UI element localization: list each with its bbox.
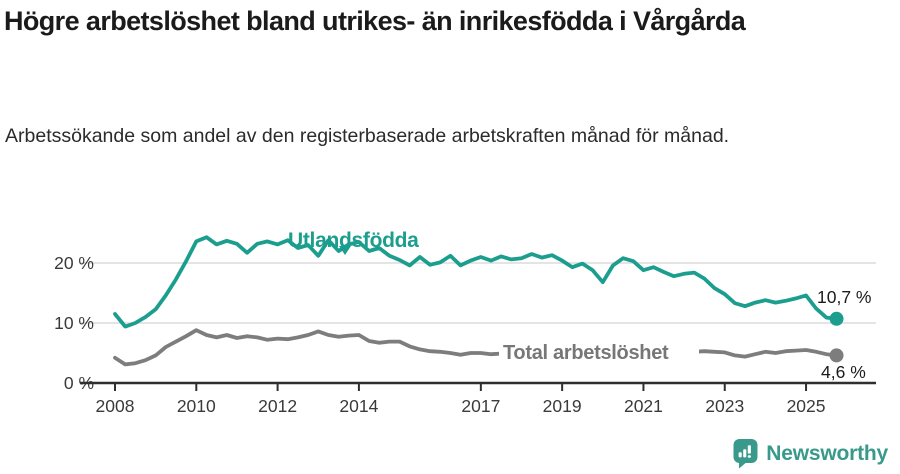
foreign-born-line xyxy=(113,235,839,329)
page-title: Högre arbetslöshet bland utrikes- än inr… xyxy=(4,6,746,36)
x-tick-label: 2025 xyxy=(787,396,826,416)
y-tick-label: 0 % xyxy=(64,373,94,393)
x-tick-label: 2017 xyxy=(461,396,500,416)
chart-header: Högre arbetslöshet bland utrikes- än inr… xyxy=(4,2,746,41)
x-tick-label: 2008 xyxy=(96,396,135,416)
total-unemployment-line xyxy=(113,328,839,367)
foreign-born-end-value-label: 10,7 % xyxy=(817,287,871,307)
newsworthy-bar-chart-speech-bubble-icon xyxy=(733,439,758,469)
newsworthy-logo-text: Newsworthy xyxy=(766,441,888,465)
x-tick-label: 2010 xyxy=(177,396,216,416)
x-tick-label: 2019 xyxy=(543,396,582,416)
total-end-value-label: 4,6 % xyxy=(821,362,866,382)
x-tick-label: 2021 xyxy=(624,396,663,416)
x-tick-label: 2014 xyxy=(339,396,378,416)
chart-subtitle: Arbetssökande som andel av den registerb… xyxy=(5,125,730,147)
x-tick-label: 2023 xyxy=(705,396,744,416)
series-label-total: Total arbetslöshet xyxy=(503,342,669,364)
y-tick-label: 20 % xyxy=(54,253,94,273)
foreign-born-end-dot xyxy=(829,311,844,326)
x-tick-label: 2012 xyxy=(258,396,297,416)
label-pointer-down-icon xyxy=(339,246,351,255)
series-label-mask xyxy=(499,341,699,362)
total-end-dot xyxy=(829,348,844,363)
newsworthy-logo: Newsworthy xyxy=(732,438,888,469)
y-tick-label: 10 % xyxy=(54,313,94,333)
series-label-foreign-born: Utlandsfödda xyxy=(288,229,419,252)
